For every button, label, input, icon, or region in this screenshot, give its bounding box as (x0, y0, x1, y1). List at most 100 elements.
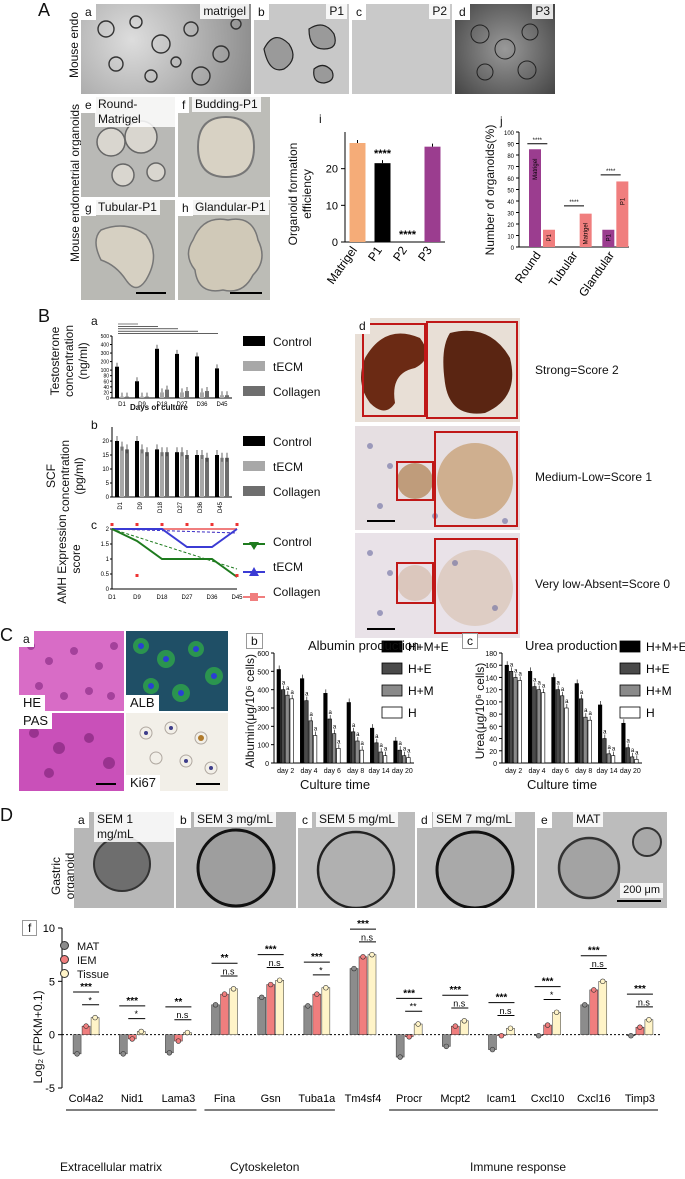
significance: ** (174, 997, 182, 1008)
legend-swatch (381, 640, 403, 653)
significance-marker (185, 523, 189, 526)
legend-label: IEM (77, 955, 97, 967)
x-tick-label: Matrigel (324, 244, 360, 287)
legend-D-f: MAT IEM Tissue (60, 940, 109, 982)
axis-label-log2-fpkm: Log₂ (FPKM+0.1) (31, 990, 45, 1084)
x-tick-label: day 4 (528, 768, 545, 775)
bar-p1 (374, 163, 391, 242)
significance: a (584, 708, 588, 714)
bar-he (532, 686, 537, 764)
bar-hm (285, 694, 290, 764)
x-tick-label: Tm4sf4 (345, 1093, 382, 1105)
score-1-label: Medium-Low=Score 1 (535, 470, 653, 484)
significance: a (580, 690, 584, 696)
bar-hm (513, 677, 518, 764)
panel-tag-d: d (455, 4, 470, 20)
bar-iem-tuba1a (312, 993, 322, 1035)
significance: *** (588, 946, 600, 957)
data-point (646, 1017, 652, 1023)
bar-h (541, 692, 546, 764)
legend-label: H+E (646, 662, 670, 676)
y-tick-label: 20 (507, 223, 514, 229)
panel-tag-b: b (246, 633, 263, 649)
stain-label-alb: ALB (126, 695, 159, 711)
y-tick-label: 140 (485, 675, 497, 682)
significance: a (328, 710, 332, 716)
legend-swatch (619, 706, 641, 719)
y-tick-label: 0 (265, 761, 269, 768)
scale-bar-label: 200 μm (620, 883, 663, 898)
significance: a (309, 712, 313, 718)
significance: n.s (592, 959, 605, 969)
panel-title-glandular-p1: Glandular-P1 (192, 200, 269, 215)
bar-tecm (180, 452, 184, 497)
y-tick-label: 400 (101, 343, 110, 349)
x-tick-label: P1 (365, 243, 385, 263)
bar-tissue-tuba1a (321, 987, 331, 1035)
bar-h (517, 680, 522, 764)
significance-marker (135, 574, 139, 577)
significance: a (333, 725, 337, 731)
significance: **** (399, 229, 417, 241)
significance: * (319, 965, 323, 975)
stain-alb: ALB (126, 631, 228, 711)
chart-organoid-formation-efficiency: 0 10 20 Matrigel P1 P2 P3 **** **** (324, 132, 445, 287)
panel-title-mat: MAT (573, 812, 604, 827)
panel-label-A: A (38, 0, 51, 20)
significance: n.s (361, 932, 374, 942)
group-label-extracellular-matrix: Extracellular matrix (60, 1160, 163, 1174)
x-tick-label: D27 (176, 402, 188, 408)
significance: * (134, 1009, 138, 1019)
data-point (83, 1023, 89, 1029)
x-tick-label: D18 (156, 402, 168, 408)
bar-matrigel-glandular (602, 229, 615, 247)
y-tick-label: 0 (106, 396, 109, 402)
ihc-score-2: d (355, 318, 520, 422)
panel-tag-b: b (176, 812, 191, 828)
significance: a (607, 745, 611, 751)
bar-control (175, 452, 179, 497)
panel-tag-a: a (74, 812, 89, 828)
bar-h (383, 755, 388, 764)
gastric-organoid-label: Gastric organoid (49, 852, 77, 900)
bar-he (625, 747, 630, 764)
y-tick-label: 20 (103, 390, 109, 396)
bar-p3 (424, 146, 441, 242)
panel-tag-d: d (417, 812, 432, 828)
data-point (212, 1002, 219, 1008)
significance: **** (533, 138, 543, 144)
y-tick-label: 2 (106, 527, 110, 533)
score-2-label: Strong=Score 2 (535, 363, 619, 377)
data-point (544, 1022, 551, 1028)
bar-he (304, 700, 309, 764)
panel-tag-c: c (462, 633, 478, 649)
axis-label-number-of-organoids: Number of organoids(%) (483, 124, 497, 256)
bar-h (406, 757, 411, 764)
bar-hm (583, 716, 588, 764)
x-tick-label: D18 (156, 595, 168, 601)
x-tick-label: D27 (181, 595, 193, 601)
significance: *** (80, 982, 92, 993)
bar-matrigel (349, 143, 366, 242)
legend-label: MAT (77, 941, 100, 953)
scale-bar (136, 292, 166, 294)
y-tick-label: 200 (257, 724, 269, 731)
legend-swatch-control (243, 436, 265, 446)
data-point (92, 1014, 98, 1021)
bar-p1-round (543, 229, 555, 247)
x-tick-label: D27 (178, 501, 184, 513)
stain-label-he: HE (19, 695, 46, 711)
y-tick-label: 600 (257, 651, 269, 658)
legend-swatch (381, 706, 403, 719)
bar-hme (504, 664, 509, 764)
x-tick-label: D36 (196, 402, 208, 408)
bar-tecm (180, 392, 184, 398)
significance: *** (496, 993, 508, 1004)
y-tick-label: 0 (511, 246, 515, 252)
x-tick-label: Round (512, 249, 544, 286)
x-tick-label: Tubular (546, 249, 581, 290)
legend-label: H+M+E (646, 640, 685, 654)
y-tick-label: 300 (257, 706, 269, 713)
y-tick-label: 5 (49, 976, 55, 988)
